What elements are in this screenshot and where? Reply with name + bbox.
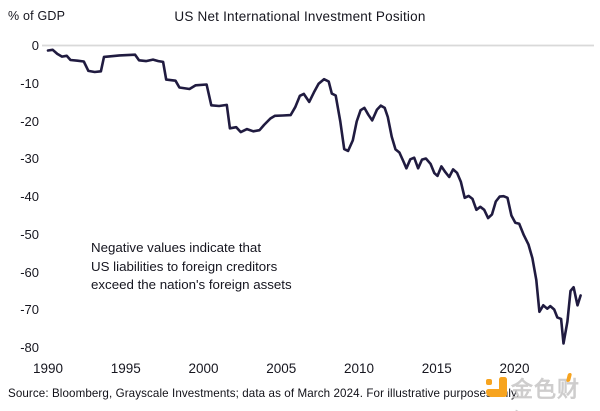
annotation-line-2: US liabilities to foreign creditors: [91, 258, 278, 274]
y-tick-label: -60: [20, 264, 39, 280]
watermark-text: 金色财经: [511, 377, 581, 411]
watermark: 金色财经: [485, 371, 600, 411]
y-tick-label: -10: [20, 75, 39, 91]
x-tick-label: 2010: [343, 361, 375, 376]
y-tick-label: -20: [20, 113, 39, 129]
niip-series-line: [46, 48, 582, 345]
y-tick-label: 0: [31, 38, 39, 53]
x-tick-label: 2000: [188, 361, 219, 376]
y-tick-label: -50: [20, 226, 39, 242]
y-tick-label: -30: [20, 151, 39, 167]
y-tick-label: -70: [20, 302, 39, 318]
x-tick-label: 2005: [266, 361, 297, 376]
annotation-text: Negative values indicate that US liabili…: [91, 239, 292, 295]
x-tick-label: 1990: [32, 361, 64, 376]
logo-dot: [486, 379, 492, 385]
y-tick-label: -80: [20, 340, 39, 355]
annotation-line-1: Negative values indicate that: [91, 240, 262, 255]
source-note: Source: Bloomberg, Grayscale Investments…: [8, 387, 520, 400]
logo-bottom-bar: [486, 389, 506, 397]
annotation-line-3: exceed the nation's foreign assets: [91, 277, 292, 292]
x-tick-label: 2015: [421, 361, 452, 376]
logo-vertical-bar: [499, 377, 507, 397]
jinse-logo-icon: [486, 377, 507, 398]
x-tick-label: 1995: [110, 361, 141, 376]
y-axis-unit-label: % of GDP: [8, 9, 66, 23]
x-tick-label: 2020: [499, 361, 530, 376]
y-tick-label: -40: [20, 189, 39, 204]
chart-title: US Net International Investment Position: [174, 9, 426, 24]
